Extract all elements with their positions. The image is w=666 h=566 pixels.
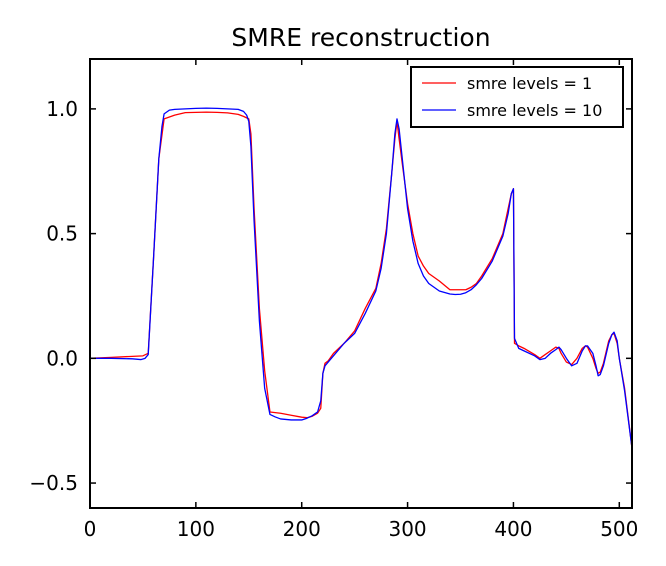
legend-label-2: smre levels = 10 (467, 101, 602, 120)
x-tick-label: 300 (388, 517, 426, 541)
y-tick-label: −0.5 (29, 471, 78, 495)
series-line-2 (90, 107, 633, 449)
series-layer (89, 107, 633, 449)
y-tick-label: 0.0 (46, 346, 78, 370)
x-tick-label: 0 (84, 517, 97, 541)
series-line-1 (89, 111, 633, 449)
x-axis: 0 100 200 300 400 500 (84, 59, 638, 541)
x-tick-label: 500 (600, 517, 638, 541)
x-tick-label: 400 (494, 517, 532, 541)
y-axis: −0.5 0.0 0.5 1.0 (29, 97, 632, 495)
y-tick-label: 1.0 (46, 97, 78, 121)
chart-title: SMRE reconstruction (231, 23, 490, 52)
legend: smre levels = 1 smre levels = 10 (410, 66, 624, 128)
legend-box (410, 66, 624, 128)
x-tick-label: 100 (177, 517, 215, 541)
legend-label-1: smre levels = 1 (467, 74, 592, 93)
plot-frame (89, 58, 633, 509)
y-tick-label: 0.5 (46, 222, 78, 246)
x-tick-label: 200 (283, 517, 321, 541)
